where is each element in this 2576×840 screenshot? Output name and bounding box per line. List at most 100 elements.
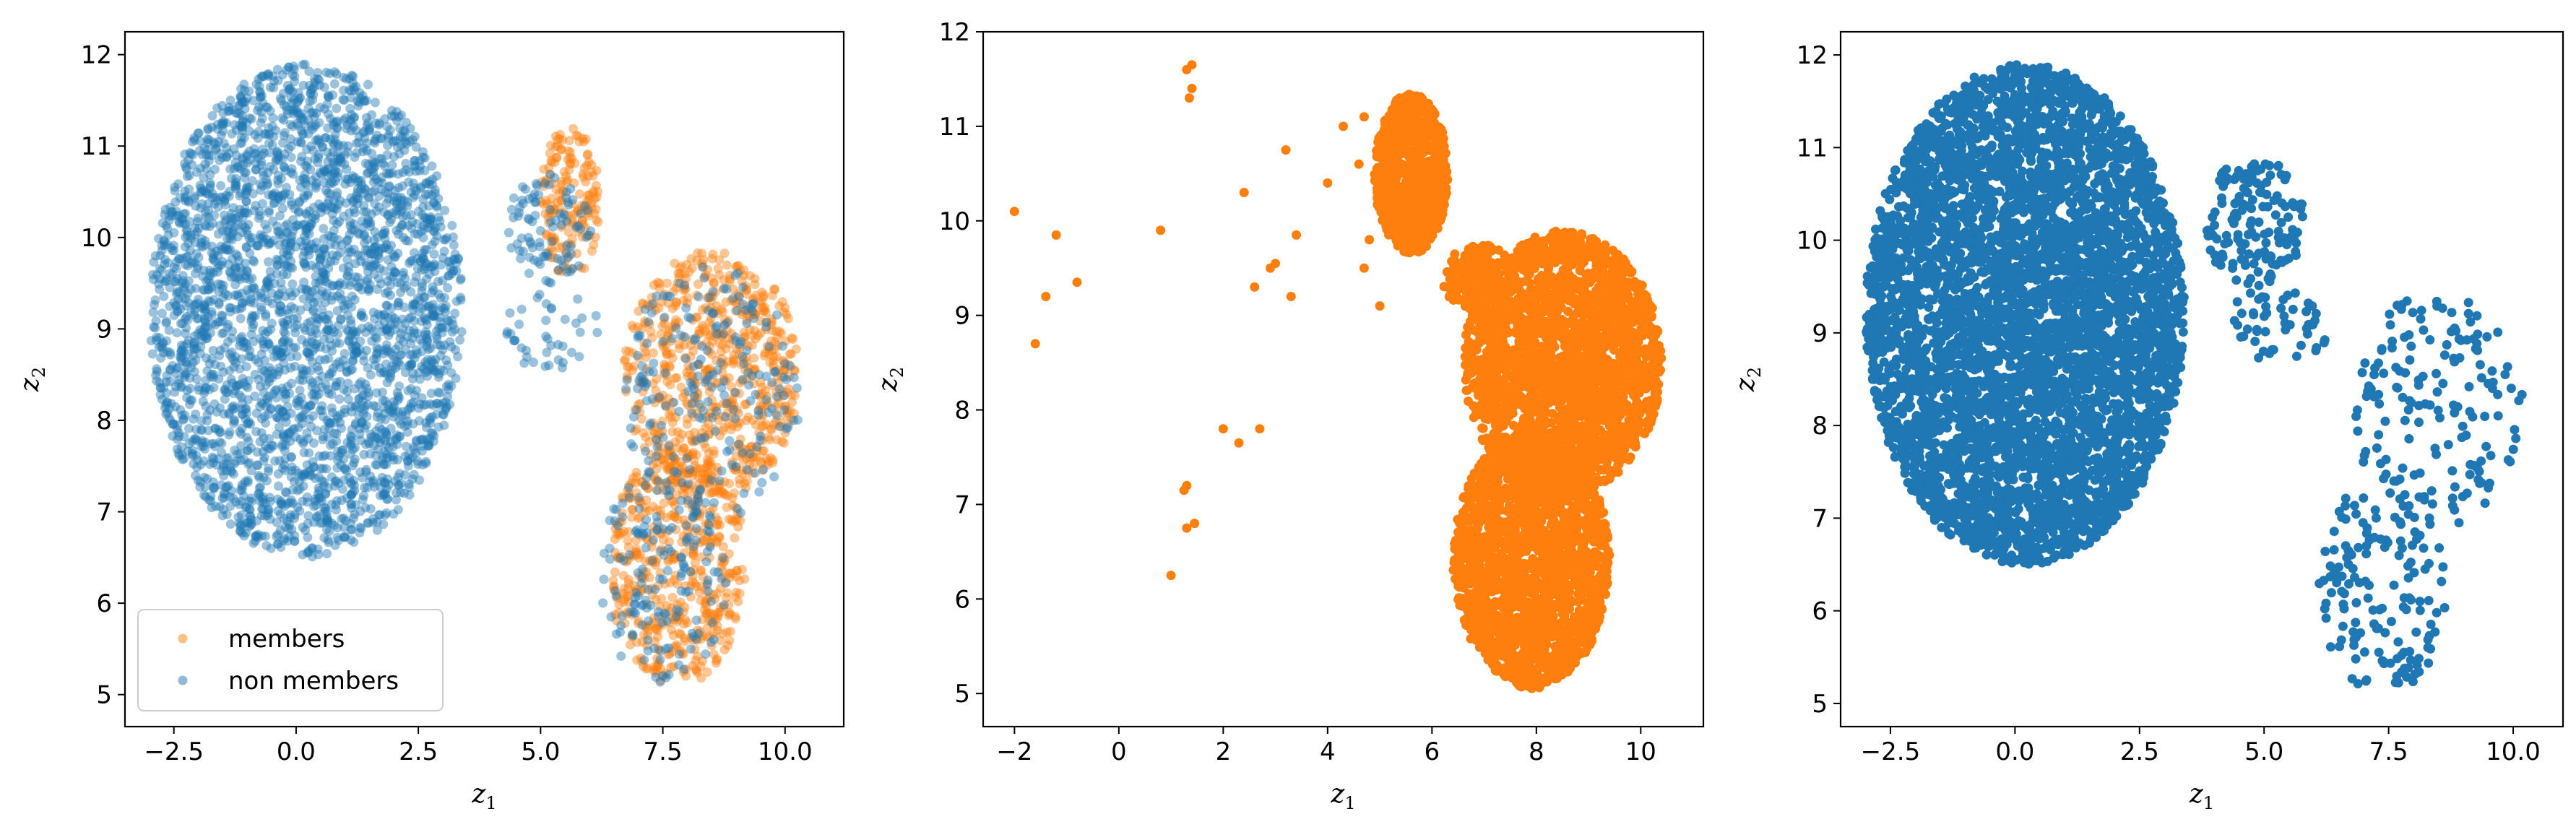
point bbox=[668, 631, 678, 641]
point bbox=[719, 490, 730, 500]
point bbox=[725, 277, 735, 287]
point bbox=[323, 109, 333, 119]
point bbox=[277, 500, 288, 510]
point bbox=[225, 95, 235, 105]
point bbox=[635, 407, 645, 417]
point bbox=[664, 410, 674, 420]
point bbox=[738, 456, 748, 466]
point bbox=[512, 239, 522, 249]
point bbox=[716, 584, 725, 593]
point bbox=[614, 599, 624, 610]
point bbox=[735, 266, 745, 276]
point bbox=[280, 321, 290, 331]
point bbox=[660, 364, 670, 373]
point bbox=[694, 325, 704, 335]
point bbox=[295, 305, 306, 315]
point bbox=[272, 532, 282, 542]
point bbox=[359, 95, 369, 105]
point bbox=[770, 285, 780, 295]
point bbox=[666, 450, 676, 460]
point bbox=[392, 193, 402, 203]
point bbox=[181, 368, 191, 378]
point bbox=[334, 338, 345, 348]
point bbox=[272, 147, 282, 157]
legend-label: members bbox=[228, 625, 345, 654]
point bbox=[533, 257, 543, 267]
point bbox=[201, 376, 211, 386]
point bbox=[741, 415, 751, 425]
point bbox=[777, 386, 787, 397]
point bbox=[640, 584, 650, 594]
point bbox=[550, 157, 560, 168]
point bbox=[306, 88, 316, 98]
point bbox=[358, 391, 368, 401]
point bbox=[735, 298, 745, 308]
point bbox=[422, 315, 432, 325]
point bbox=[173, 449, 183, 458]
point bbox=[376, 435, 386, 444]
point bbox=[341, 198, 351, 208]
point bbox=[228, 326, 238, 337]
point bbox=[610, 524, 621, 534]
point bbox=[346, 490, 356, 501]
point bbox=[229, 418, 238, 428]
point bbox=[201, 212, 211, 222]
point bbox=[198, 397, 208, 407]
point bbox=[311, 183, 321, 193]
point bbox=[676, 629, 686, 639]
point bbox=[739, 488, 749, 498]
point bbox=[688, 571, 698, 581]
point bbox=[200, 323, 209, 333]
point bbox=[550, 235, 560, 246]
point bbox=[567, 199, 577, 209]
point bbox=[663, 331, 673, 341]
point bbox=[741, 399, 751, 409]
point bbox=[639, 630, 649, 640]
point bbox=[199, 386, 209, 395]
point bbox=[225, 303, 235, 313]
point bbox=[655, 568, 665, 578]
point bbox=[750, 364, 760, 374]
point bbox=[790, 365, 800, 375]
point bbox=[698, 262, 708, 272]
point bbox=[261, 418, 271, 428]
point bbox=[637, 573, 647, 584]
point bbox=[693, 292, 704, 302]
point bbox=[335, 410, 345, 420]
point bbox=[671, 475, 681, 485]
point bbox=[272, 221, 282, 231]
point bbox=[719, 284, 728, 294]
point bbox=[314, 199, 324, 209]
point bbox=[636, 372, 646, 382]
point bbox=[622, 375, 632, 385]
point bbox=[692, 651, 702, 662]
point bbox=[714, 482, 724, 493]
point bbox=[690, 379, 700, 389]
point bbox=[739, 337, 749, 347]
point bbox=[689, 393, 699, 403]
point bbox=[721, 592, 731, 602]
point bbox=[697, 631, 707, 641]
point bbox=[355, 278, 366, 288]
point bbox=[591, 311, 601, 321]
point bbox=[660, 359, 670, 369]
point bbox=[736, 508, 745, 518]
point bbox=[637, 298, 647, 308]
point bbox=[254, 102, 264, 112]
point bbox=[670, 300, 680, 311]
point bbox=[361, 420, 371, 430]
point bbox=[644, 584, 654, 594]
point bbox=[237, 138, 247, 148]
point bbox=[395, 431, 405, 441]
point bbox=[685, 464, 695, 475]
point bbox=[704, 520, 714, 530]
point bbox=[411, 448, 421, 458]
point bbox=[662, 480, 672, 490]
point bbox=[623, 536, 633, 546]
point bbox=[621, 346, 631, 356]
point bbox=[553, 266, 563, 276]
point bbox=[329, 79, 340, 89]
point bbox=[319, 166, 329, 176]
point bbox=[340, 179, 350, 189]
point bbox=[702, 532, 712, 542]
